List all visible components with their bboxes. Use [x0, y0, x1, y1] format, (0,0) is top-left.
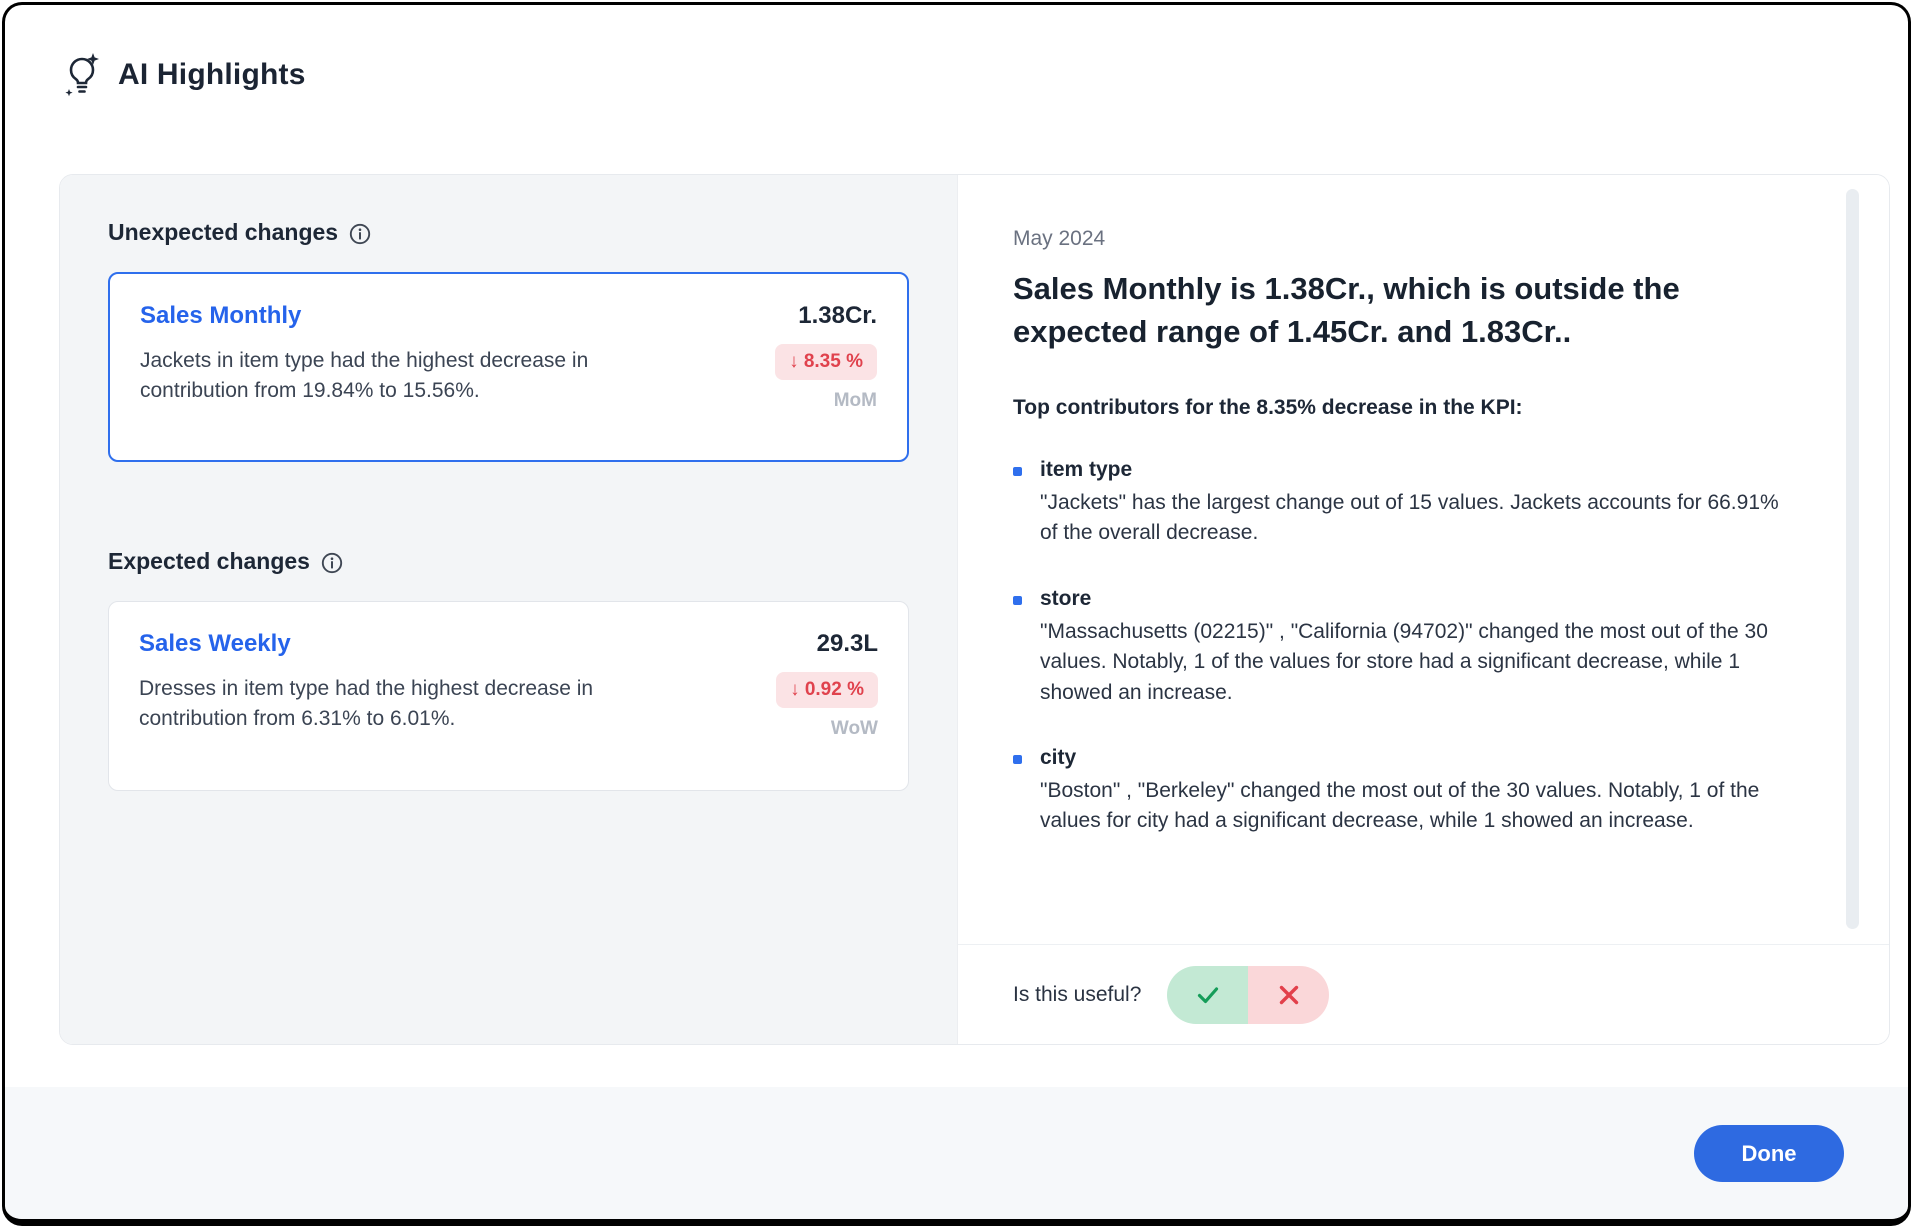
vertical-scrollbar[interactable]	[1846, 189, 1859, 929]
detail-headline: Sales Monthly is 1.38Cr., which is outsi…	[1013, 271, 1680, 350]
contributors-heading: Top contributors for the 8.35% decrease …	[1013, 395, 1523, 419]
card-side: 1.38Cr. ↓ 8.35 % MoM	[775, 302, 877, 430]
contributor-item: store "Massachusetts (02215)" , "Califor…	[1013, 587, 1789, 708]
period-label: MoM	[833, 390, 877, 411]
contributor-item: item type "Jackets" has the largest chan…	[1013, 458, 1789, 549]
expected-changes-heading: Expected changes	[108, 548, 909, 575]
contributor-name: city	[1040, 745, 1077, 769]
thumbs-up-button[interactable]	[1167, 965, 1249, 1024]
change-badge: ↓ 0.92 %	[776, 672, 878, 708]
kpi-description: Jackets in item type had the highest dec…	[140, 349, 589, 403]
contributor-name: item type	[1040, 457, 1133, 481]
modal-header: AI Highlights	[62, 53, 306, 97]
card-main: Sales Monthly Jackets in item type had t…	[140, 302, 755, 430]
period-label: WoW	[830, 718, 878, 739]
modal-title: AI Highlights	[118, 58, 306, 91]
info-icon[interactable]	[349, 223, 371, 245]
card-main: Sales Weekly Dresses in item type had th…	[139, 630, 756, 760]
done-button[interactable]: Done	[1694, 1125, 1844, 1182]
contributor-item: city "Boston" , "Berkeley" changed the m…	[1013, 746, 1789, 837]
bullet-icon	[1013, 595, 1022, 605]
kpi-value: 1.38Cr.	[798, 302, 877, 329]
detail-date: May 2024	[1013, 227, 1106, 250]
feedback-row: Is this useful?	[958, 944, 1889, 1044]
kpi-title-link[interactable]: Sales Monthly	[140, 302, 302, 329]
insight-card-sales-weekly[interactable]: Sales Weekly Dresses in item type had th…	[108, 601, 909, 791]
thumbs-down-button[interactable]	[1248, 965, 1330, 1024]
check-icon	[1197, 986, 1219, 1003]
unexpected-changes-heading: Unexpected changes	[108, 219, 909, 246]
lightbulb-sparkle-icon	[65, 53, 99, 97]
change-badge: ↓ 8.35 %	[775, 344, 877, 380]
contributor-description: "Massachusetts (02215)" , "California (9…	[1040, 619, 1768, 704]
insight-detail-panel: May 2024 Sales Monthly is 1.38Cr., which…	[958, 175, 1889, 1044]
contributor-description: "Jackets" has the largest change out of …	[1040, 490, 1779, 545]
detail-scroll-area[interactable]: May 2024 Sales Monthly is 1.38Cr., which…	[958, 175, 1889, 944]
feedback-question: Is this useful?	[1013, 982, 1142, 1006]
insight-card-sales-monthly[interactable]: Sales Monthly Jackets in item type had t…	[108, 272, 909, 462]
unexpected-changes-label: Unexpected changes	[108, 219, 339, 245]
modal-footer: Done	[5, 1087, 1908, 1219]
kpi-description: Dresses in item type had the highest dec…	[139, 677, 594, 731]
contributors-list: item type "Jackets" has the largest chan…	[1013, 458, 1789, 837]
card-side: 29.3L ↓ 0.92 % WoW	[776, 630, 878, 760]
contributor-name: store	[1040, 586, 1092, 610]
bullet-icon	[1013, 466, 1022, 476]
x-icon	[1279, 985, 1299, 1004]
content-area: Unexpected changes Sales Monthly Jackets…	[59, 174, 1890, 1045]
kpi-title-link[interactable]: Sales Weekly	[139, 630, 291, 657]
kpi-value: 29.3L	[816, 630, 878, 657]
feedback-pill	[1167, 965, 1330, 1024]
bullet-icon	[1013, 754, 1022, 764]
contributor-description: "Boston" , "Berkeley" changed the most o…	[1040, 778, 1760, 833]
info-icon[interactable]	[321, 552, 343, 574]
insights-list-panel: Unexpected changes Sales Monthly Jackets…	[60, 175, 958, 1044]
expected-changes-label: Expected changes	[108, 548, 310, 574]
